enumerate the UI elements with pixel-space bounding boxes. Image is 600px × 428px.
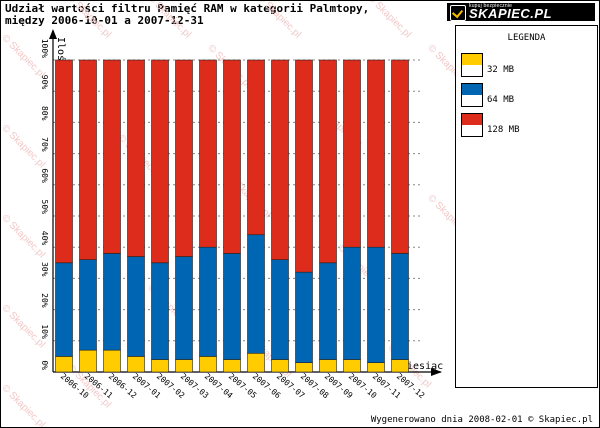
legend-swatch-32mb — [461, 53, 483, 77]
bar-segment-128mb — [391, 59, 409, 254]
bar-segment-128mb — [295, 59, 313, 273]
bar-segment-64mb — [223, 253, 241, 360]
bar-segment-32mb — [343, 359, 361, 373]
bar-segment-64mb — [367, 246, 385, 363]
legend-item-128mb: 128 MB — [461, 113, 591, 137]
bar-segment-64mb — [127, 256, 145, 357]
bar-segment-128mb — [319, 59, 337, 264]
y-tick-label: 10% — [40, 324, 49, 339]
y-tick-label: 50% — [40, 200, 49, 215]
logo-brand: SKAPIEC.PL — [469, 6, 553, 21]
legend-label-32mb: 32 MB — [487, 65, 515, 75]
bar-segment-128mb — [151, 59, 169, 264]
logo-tagline: kupuj bezpiecznie — [469, 3, 513, 9]
chart-title: Udział wartości filtru Pamięć RAM w kate… — [5, 3, 369, 27]
bar-segment-64mb — [55, 262, 73, 357]
bar-segment-128mb — [127, 59, 145, 257]
y-tick-label: 30% — [40, 262, 49, 277]
bar-segment-64mb — [151, 262, 169, 360]
bar-segment-32mb — [271, 359, 289, 373]
bar-segment-128mb — [223, 59, 241, 254]
legend-item-64mb: 64 MB — [461, 83, 591, 107]
y-tick-label: 60% — [40, 168, 49, 183]
bar-segment-32mb — [295, 362, 313, 373]
bar-segment-32mb — [127, 356, 145, 373]
bar-segment-64mb — [391, 253, 409, 360]
bar-segment-32mb — [319, 359, 337, 373]
bar-segment-32mb — [103, 349, 121, 373]
y-tick-label: 100% — [40, 39, 49, 58]
chart-title-line-2: między 2006-10-01 a 2007-12-31 — [5, 14, 204, 27]
y-axis-arrow — [49, 29, 57, 39]
bar-segment-32mb — [151, 359, 169, 373]
bar-segment-128mb — [103, 59, 121, 254]
bar-segment-32mb — [247, 352, 265, 373]
bar-segment-64mb — [199, 246, 217, 357]
y-tick-label: 20% — [40, 293, 49, 308]
bar-segment-128mb — [343, 59, 361, 248]
footer-generated-note: Wygenerowano dnia 2008-02-01 © Skapiec.p… — [370, 415, 593, 425]
bar-segment-64mb — [103, 253, 121, 351]
bar-segment-32mb — [199, 356, 217, 373]
legend: LEGENDA 32 MB 64 MB 128 MB — [455, 25, 598, 388]
legend-label-64mb: 64 MB — [487, 95, 515, 105]
legend-swatch-128mb — [461, 113, 483, 137]
y-tick-label: 0% — [40, 360, 49, 370]
bar-segment-128mb — [199, 59, 217, 248]
bar-segment-128mb — [175, 59, 193, 257]
bar-segment-128mb — [247, 59, 265, 236]
bar-segment-128mb — [367, 59, 385, 248]
bar-segment-64mb — [319, 262, 337, 360]
y-tick-label: 40% — [40, 231, 49, 246]
y-axis-label: Ilość — [55, 37, 67, 67]
bar-segment-32mb — [367, 362, 385, 373]
bar-segment-64mb — [343, 246, 361, 360]
bar-segment-64mb — [79, 259, 97, 351]
chart-title-line-1: Udział wartości filtru Pamięć RAM w kate… — [5, 2, 370, 15]
x-axis-label: Miesiąc — [401, 361, 443, 372]
bar-segment-64mb — [271, 259, 289, 360]
x-axis-arrow — [431, 368, 442, 376]
legend-title: LEGENDA — [507, 33, 546, 43]
checkmark-icon — [450, 5, 466, 21]
bar-segment-64mb — [175, 256, 193, 360]
bar-segment-128mb — [55, 59, 73, 264]
bar-segment-32mb — [175, 359, 193, 373]
bar-segment-64mb — [295, 271, 313, 363]
bar-segment-32mb — [391, 359, 409, 373]
bar-segment-32mb — [55, 356, 73, 373]
legend-label-128mb: 128 MB — [487, 125, 520, 135]
bar-segment-32mb — [79, 349, 97, 373]
bar-segment-128mb — [271, 59, 289, 260]
bar-segment-32mb — [223, 359, 241, 373]
y-tick-label: 70% — [40, 137, 49, 152]
bar-segment-128mb — [79, 59, 97, 260]
legend-swatch-64mb — [461, 83, 483, 107]
legend-item-32mb: 32 MB — [461, 53, 591, 77]
y-tick-label: 90% — [40, 75, 49, 90]
y-tick-label: 80% — [40, 106, 49, 121]
skapiec-logo[interactable]: kupuj bezpiecznie SKAPIEC.PL — [447, 3, 595, 21]
bar-segment-64mb — [247, 234, 265, 354]
